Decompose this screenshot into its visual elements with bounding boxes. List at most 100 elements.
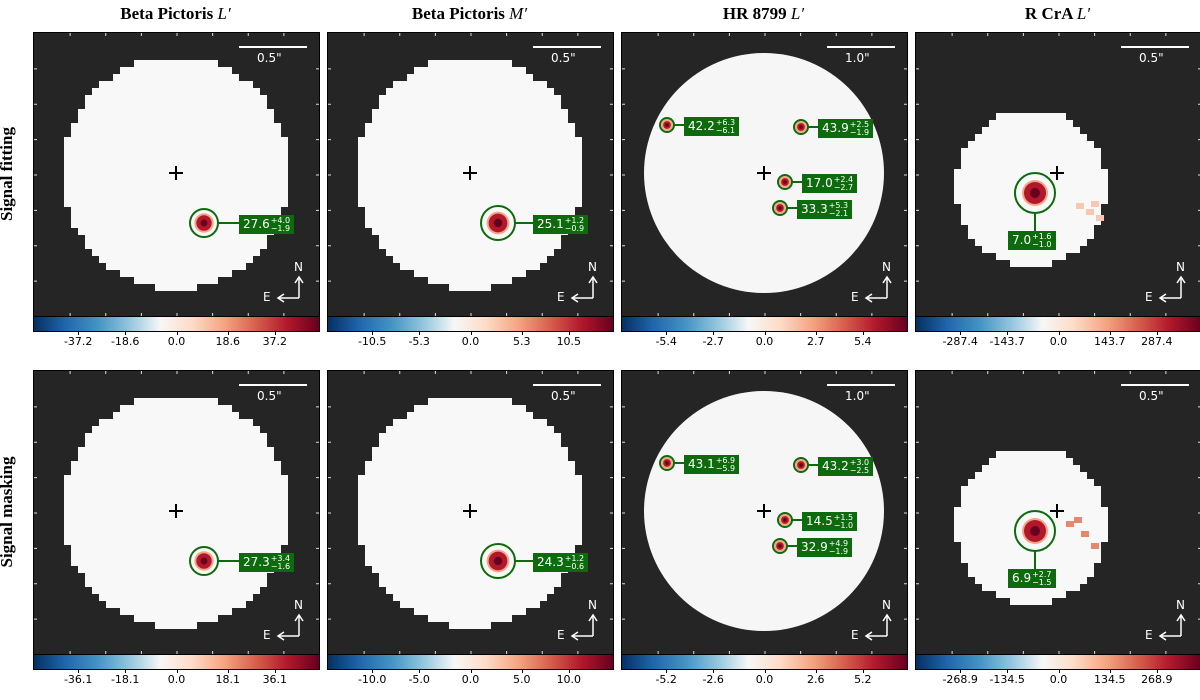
snr-label: 27.3 +3.4 −1.6 bbox=[239, 553, 295, 572]
colorbar-tick-label: -10.0 bbox=[357, 673, 387, 686]
residual-image bbox=[328, 33, 613, 316]
snr-label: 7.0 +1.6 −1.0 bbox=[1008, 231, 1056, 250]
colorbar-tickmark bbox=[764, 669, 766, 673]
colorbar-tickmark bbox=[862, 669, 864, 673]
colorbar-tick-label: 2.7 bbox=[807, 335, 825, 348]
compass-north-label: N bbox=[294, 260, 303, 274]
snr-value: 14.5 bbox=[806, 514, 833, 528]
colorbar-tick-label: 0.0 bbox=[1049, 335, 1068, 348]
colorbar-tick-label: 18.1 bbox=[215, 673, 241, 686]
colorbar-tickmark bbox=[1156, 331, 1158, 335]
image-panel: N E 0.5" 25.1 +1.2 −0.9 bbox=[327, 32, 614, 317]
colorbar-tickmark bbox=[78, 331, 80, 335]
snr-label: 42.2 +6.3 −6.1 bbox=[684, 117, 740, 136]
compass-east-label: E bbox=[263, 628, 271, 642]
speckle-residual bbox=[1066, 521, 1074, 527]
snr-value: 6.9 bbox=[1012, 571, 1032, 585]
colorbar-tickmark bbox=[372, 669, 374, 673]
snr-label: 33.3 +5.3 −2.1 bbox=[797, 200, 853, 219]
colorbar-tickmark bbox=[568, 669, 570, 673]
snr-value: 43.9 bbox=[822, 121, 849, 135]
snr-errors: +3.4 −1.6 bbox=[271, 554, 290, 571]
snr-label: 43.9 +2.5 −1.9 bbox=[818, 119, 874, 138]
snr-lower-error: −1.9 bbox=[849, 127, 870, 137]
image-panel: N E 1.0" 42.2 +6.3 −6.1 43.9 +2.5 −1.9 17.0 +2.4 −2… bbox=[621, 32, 908, 317]
snr-upper-error: +6.9 bbox=[715, 455, 736, 465]
colorbar-tick-label: 0.0 bbox=[755, 335, 774, 348]
colorbar-tick-label: 36.1 bbox=[262, 673, 288, 686]
colorbar-tickmark bbox=[78, 669, 80, 673]
band-name: L′ bbox=[790, 4, 805, 23]
compass-north-label: N bbox=[588, 260, 597, 274]
colorbar-tick-label: -18.6 bbox=[110, 335, 140, 348]
snr-value: 32.9 bbox=[801, 540, 828, 554]
snr-label: 6.9 +2.7 −1.5 bbox=[1008, 569, 1056, 588]
scale-bar-label: 0.5" bbox=[1139, 389, 1164, 403]
band-name: M′ bbox=[509, 4, 528, 23]
colorbar-tick-label: 0.0 bbox=[1049, 673, 1068, 686]
row-title: Signal masking bbox=[0, 456, 16, 568]
colorbar-tickmark bbox=[1007, 331, 1009, 335]
colorbar-tick-label: -5.0 bbox=[408, 673, 430, 686]
colorbar-tickmark bbox=[227, 331, 229, 335]
snr-lower-error: −2.7 bbox=[833, 182, 854, 192]
colorbar-tickmark bbox=[713, 331, 715, 335]
colorbar-tickmark bbox=[521, 669, 523, 673]
colorbar: -37.2 -18.6 0.0 18.6 37.2 bbox=[33, 316, 320, 348]
colorbar-tickmark bbox=[419, 669, 421, 673]
colorbar-tick-label: 5.2 bbox=[854, 673, 872, 686]
band-name: L′ bbox=[1076, 4, 1091, 23]
snr-errors: +1.6 −1.0 bbox=[1032, 231, 1052, 249]
snr-lower-error: −5.9 bbox=[715, 463, 736, 473]
scale-bar-label: 0.5" bbox=[257, 51, 282, 65]
compass-north-label: N bbox=[1176, 260, 1185, 274]
column-title: Beta Pictoris M′ bbox=[327, 4, 612, 24]
compass-east-label: E bbox=[1145, 628, 1153, 642]
compass-east-label: E bbox=[851, 628, 859, 642]
colorbar: -5.4 -2.7 0.0 2.7 5.4 bbox=[621, 316, 908, 348]
colorbar-tick-label: 10.0 bbox=[556, 673, 582, 686]
colorbar-tickmark bbox=[1058, 669, 1060, 673]
colorbar-tickmark bbox=[521, 331, 523, 335]
column-title: Beta Pictoris L′ bbox=[33, 4, 318, 24]
colorbar-tick-label: 287.4 bbox=[1141, 335, 1173, 348]
colorbar-tickmark bbox=[960, 669, 962, 673]
residual-image bbox=[34, 33, 319, 316]
colorbar-tick-label: -5.2 bbox=[655, 673, 677, 686]
snr-upper-error: +1.2 bbox=[564, 553, 585, 563]
colorbar-tick-label: 134.5 bbox=[1094, 673, 1126, 686]
colorbar-tickmark bbox=[764, 331, 766, 335]
colorbar-tickmark bbox=[666, 331, 668, 335]
colorbar-tickmark bbox=[1058, 331, 1060, 335]
scale-bar-label: 0.5" bbox=[551, 389, 576, 403]
colorbar-tickmark bbox=[227, 669, 229, 673]
snr-errors: +1.2 −0.6 bbox=[564, 553, 585, 571]
colorbar-tick-label: 0.0 bbox=[755, 673, 774, 686]
colorbar: -36.1 -18.1 0.0 18.1 36.1 bbox=[33, 654, 320, 686]
scale-bar-label: 0.5" bbox=[1139, 51, 1164, 65]
colorbar-tickmark bbox=[419, 331, 421, 335]
colorbar-tickmark bbox=[1109, 669, 1111, 673]
colorbar-tick-label: 10.5 bbox=[556, 335, 582, 348]
colorbar-tickmark bbox=[470, 331, 472, 335]
snr-upper-error: +1.6 bbox=[1032, 231, 1052, 241]
snr-upper-error: +1.5 bbox=[833, 512, 854, 522]
snr-value: 43.1 bbox=[688, 457, 715, 471]
speckle-residual bbox=[1074, 517, 1082, 523]
snr-errors: +1.5 −1.0 bbox=[833, 512, 854, 530]
colorbar-tick-label: -37.2 bbox=[63, 335, 93, 348]
snr-value: 33.3 bbox=[801, 202, 828, 216]
colorbar-tickmark bbox=[568, 331, 570, 335]
residual-image bbox=[328, 371, 613, 654]
colorbar-tick-label: -2.6 bbox=[702, 673, 724, 686]
snr-upper-error: +3.0 bbox=[849, 457, 870, 467]
snr-lower-error: −1.5 bbox=[1032, 577, 1052, 587]
snr-errors: +2.5 −1.9 bbox=[849, 120, 870, 137]
compass-north-label: N bbox=[294, 598, 303, 612]
speckle-residual bbox=[1091, 201, 1099, 207]
compass-east-label: E bbox=[263, 290, 271, 304]
colorbar-tickmark bbox=[960, 331, 962, 335]
colorbar-tickmark bbox=[862, 331, 864, 335]
snr-errors: +6.3 −6.1 bbox=[716, 118, 735, 135]
compass-north-label: N bbox=[882, 260, 891, 274]
